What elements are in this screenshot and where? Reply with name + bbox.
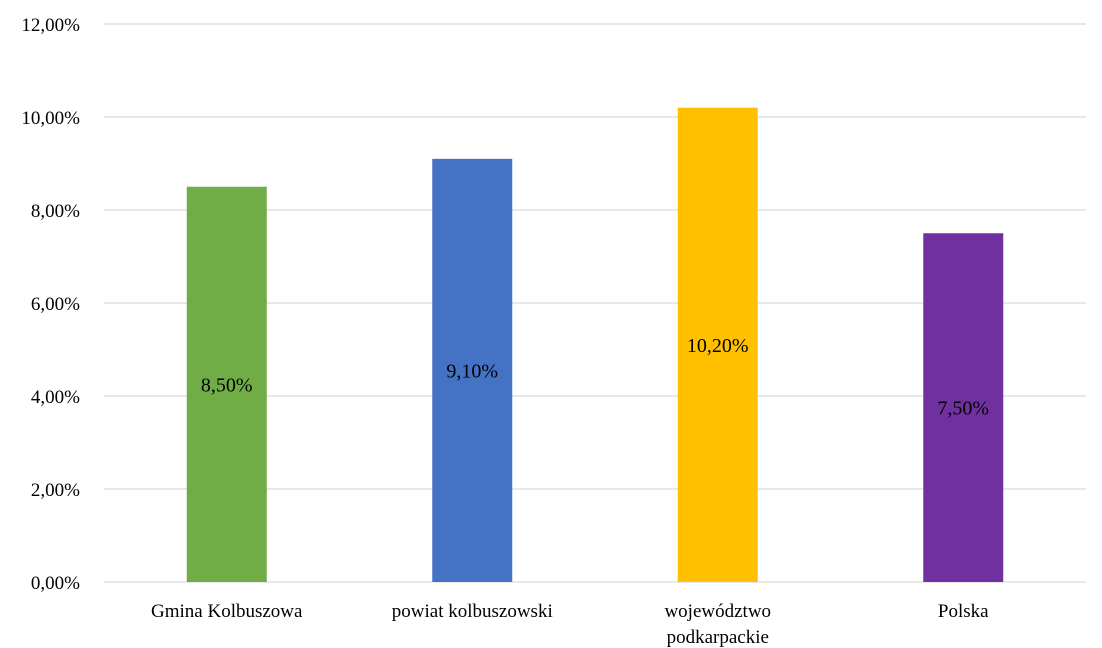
y-tick-label: 8,00% bbox=[31, 201, 80, 222]
bar bbox=[186, 186, 267, 582]
data-label: 9,10% bbox=[446, 360, 498, 382]
bar bbox=[923, 233, 1004, 582]
bar bbox=[677, 107, 758, 582]
bars bbox=[186, 107, 1004, 582]
y-tick-label: 12,00% bbox=[21, 15, 80, 36]
y-tick-label: 4,00% bbox=[31, 387, 80, 408]
x-category-label: Gmina Kolbuszowa bbox=[151, 601, 303, 622]
bar bbox=[432, 158, 513, 582]
data-label: 7,50% bbox=[937, 398, 989, 420]
data-labels: 8,50% 9,10% 10,20% 7,50% bbox=[201, 335, 989, 420]
x-category-label: Polska bbox=[938, 601, 989, 622]
y-axis-ticks: 0,00% 2,00% 4,00% 6,00% 8,00% 10,00% 12,00% bbox=[21, 15, 80, 594]
data-label: 10,20% bbox=[687, 335, 749, 357]
data-label: 8,50% bbox=[201, 374, 253, 396]
y-tick-label: 0,00% bbox=[31, 573, 80, 594]
x-category-label: województwo bbox=[664, 601, 771, 622]
y-tick-label: 6,00% bbox=[31, 294, 80, 315]
x-axis-categories: Gmina Kolbuszowa powiat kolbuszowski wojew… bbox=[151, 601, 989, 648]
x-category-label: podkarpackie bbox=[667, 627, 769, 648]
x-category-label: powiat kolbuszowski bbox=[392, 601, 553, 622]
gridlines bbox=[104, 23, 1086, 583]
y-tick-label: 10,00% bbox=[21, 108, 80, 129]
y-tick-label: 2,00% bbox=[31, 480, 80, 501]
